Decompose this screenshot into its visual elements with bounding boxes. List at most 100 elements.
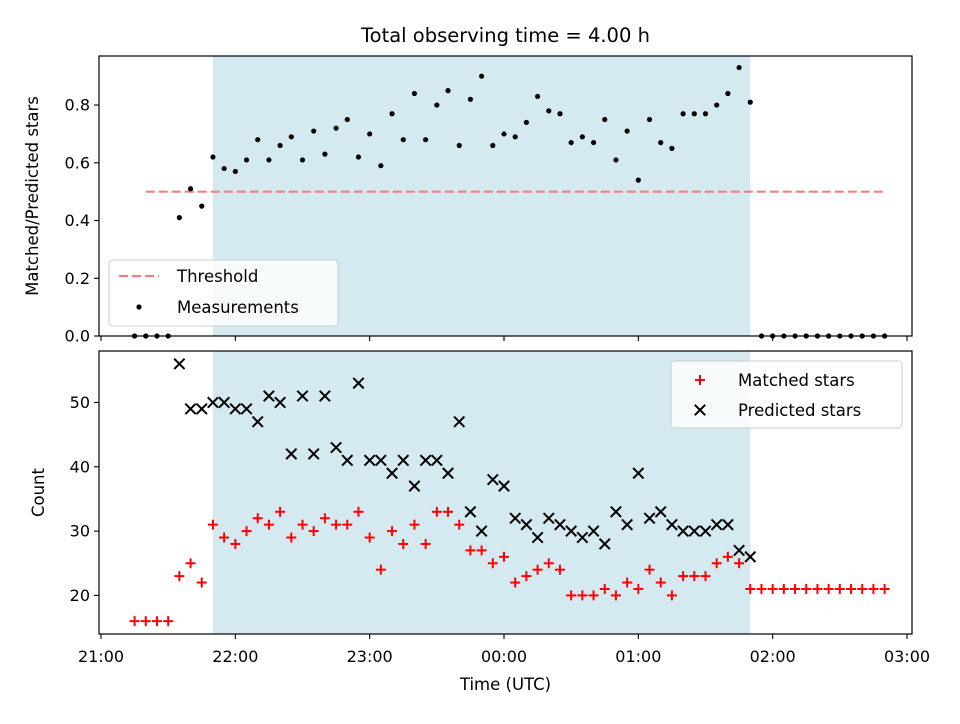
predicted-star-point <box>464 505 477 518</box>
x-stroke-2 <box>498 480 510 492</box>
x-stroke-2 <box>565 525 578 537</box>
measurement-point <box>624 128 630 134</box>
y-tick-label: 0.0 <box>65 327 90 346</box>
predicted-star-point <box>621 518 634 531</box>
x-stroke-2 <box>486 473 499 486</box>
x-stroke-2 <box>173 357 186 370</box>
matched-star-point <box>163 616 174 627</box>
top-y-axis-label: Matched/Predicted stars <box>23 96 42 296</box>
x-tick-label: 21:00 <box>78 647 124 666</box>
matched-star-point <box>577 590 588 601</box>
bottom-x-ticks: 21:00 22:00 23:00 00:00 01:00 02:00 03:00 <box>78 634 930 666</box>
bottom-panel: 20 30 40 50 21:00 22:00 23:00 00:00 01:00 02:00 0… <box>29 350 930 694</box>
measurement-point <box>646 116 653 123</box>
predicted-star-point <box>352 377 365 390</box>
predicted-star-point <box>430 454 443 467</box>
legend-matched-swatch <box>695 375 705 385</box>
x-stroke-2 <box>397 454 410 467</box>
measurement-point <box>232 168 238 175</box>
matched-star-point <box>879 583 890 594</box>
measurement-point <box>176 215 182 221</box>
matched-star-point <box>319 513 330 524</box>
measurement-point <box>590 139 597 146</box>
measurement-point <box>725 90 731 97</box>
x-stroke-2 <box>430 454 443 467</box>
predicted-star-point <box>554 518 566 531</box>
x-stroke-2 <box>386 467 398 480</box>
matched-star-point <box>219 532 230 543</box>
x-stroke-2 <box>699 525 712 537</box>
predicted-star-point <box>509 512 522 525</box>
matched-star-point <box>689 571 700 582</box>
x-stroke-2 <box>464 505 477 518</box>
x-stroke-2 <box>352 377 365 390</box>
x-stroke-2 <box>330 441 342 454</box>
predicted-star-point <box>318 390 331 402</box>
measurement-point <box>546 108 552 114</box>
x-tick-label: 00:00 <box>481 647 527 666</box>
measurement-point <box>523 119 529 125</box>
x-stroke-2 <box>408 480 421 492</box>
matched-star-point <box>476 545 487 556</box>
predicted-star-point <box>363 454 376 467</box>
matched-star-point <box>252 513 263 524</box>
measurement-point <box>187 186 194 192</box>
matched-stars-points <box>129 506 890 627</box>
measurement-point <box>602 116 608 123</box>
top-legend-box <box>108 259 339 327</box>
predicted-star-point <box>520 518 533 531</box>
measurement-point <box>479 73 485 79</box>
x-tick-label: 03:00 <box>884 647 930 666</box>
matched-star-point <box>857 583 868 594</box>
bottom-y-axis-label: Count <box>29 467 48 517</box>
predicted-star-point <box>699 525 712 537</box>
matched-star-point <box>431 506 442 517</box>
predicted-star-point <box>330 441 342 454</box>
matched-star-point <box>510 577 521 588</box>
x-stroke-2 <box>744 550 757 563</box>
x-stroke-2 <box>598 538 611 550</box>
matched-star-point <box>745 583 756 594</box>
x-stroke-2 <box>475 525 488 537</box>
x-stroke-2 <box>666 518 678 531</box>
predicted-star-point <box>632 467 645 480</box>
measurement-point <box>613 157 619 163</box>
predicted-star-point <box>386 467 398 480</box>
matched-star-point <box>308 526 319 537</box>
x-stroke-2 <box>654 505 667 518</box>
x-tick-label: 01:00 <box>615 647 661 666</box>
predicted-star-point <box>576 531 589 544</box>
matched-star-point <box>790 583 801 594</box>
top-panel: 0.0 0.2 0.4 0.6 0.8 Total observing time = 4… <box>23 24 913 346</box>
predicted-star-point <box>374 454 387 467</box>
predicted-star-point <box>677 525 690 537</box>
predicted-star-point <box>565 525 578 537</box>
matched-star-point <box>263 519 274 530</box>
measurement-point <box>736 64 742 71</box>
measurement-point <box>456 142 462 149</box>
matched-star-point <box>420 538 431 549</box>
legend-predicted-label: Predicted stars <box>738 401 861 420</box>
measurement-point <box>299 157 306 163</box>
measurement-point <box>702 111 709 117</box>
top-axes-frame <box>98 55 913 337</box>
measurement-point <box>423 137 429 143</box>
predicted-star-point <box>229 402 242 415</box>
legend-x-marker <box>694 404 706 416</box>
matched-star-point <box>543 558 554 569</box>
predicted-star-point <box>654 505 667 518</box>
matched-star-point <box>599 583 610 594</box>
y-tick-label: 30 <box>70 522 90 541</box>
x-stroke-2 <box>374 454 387 467</box>
predicted-star-point <box>408 480 421 492</box>
predicted-star-point <box>733 544 745 557</box>
legend-plus-marker <box>695 375 705 385</box>
x-stroke-2 <box>442 467 454 480</box>
measurement-point <box>714 102 720 108</box>
predicted-star-point <box>419 454 432 467</box>
predicted-star-point <box>643 512 656 525</box>
x-stroke-2 <box>643 512 656 525</box>
x-stroke-2 <box>419 454 432 467</box>
x-tick-label: 02:00 <box>750 647 796 666</box>
measurement-point <box>288 134 294 140</box>
